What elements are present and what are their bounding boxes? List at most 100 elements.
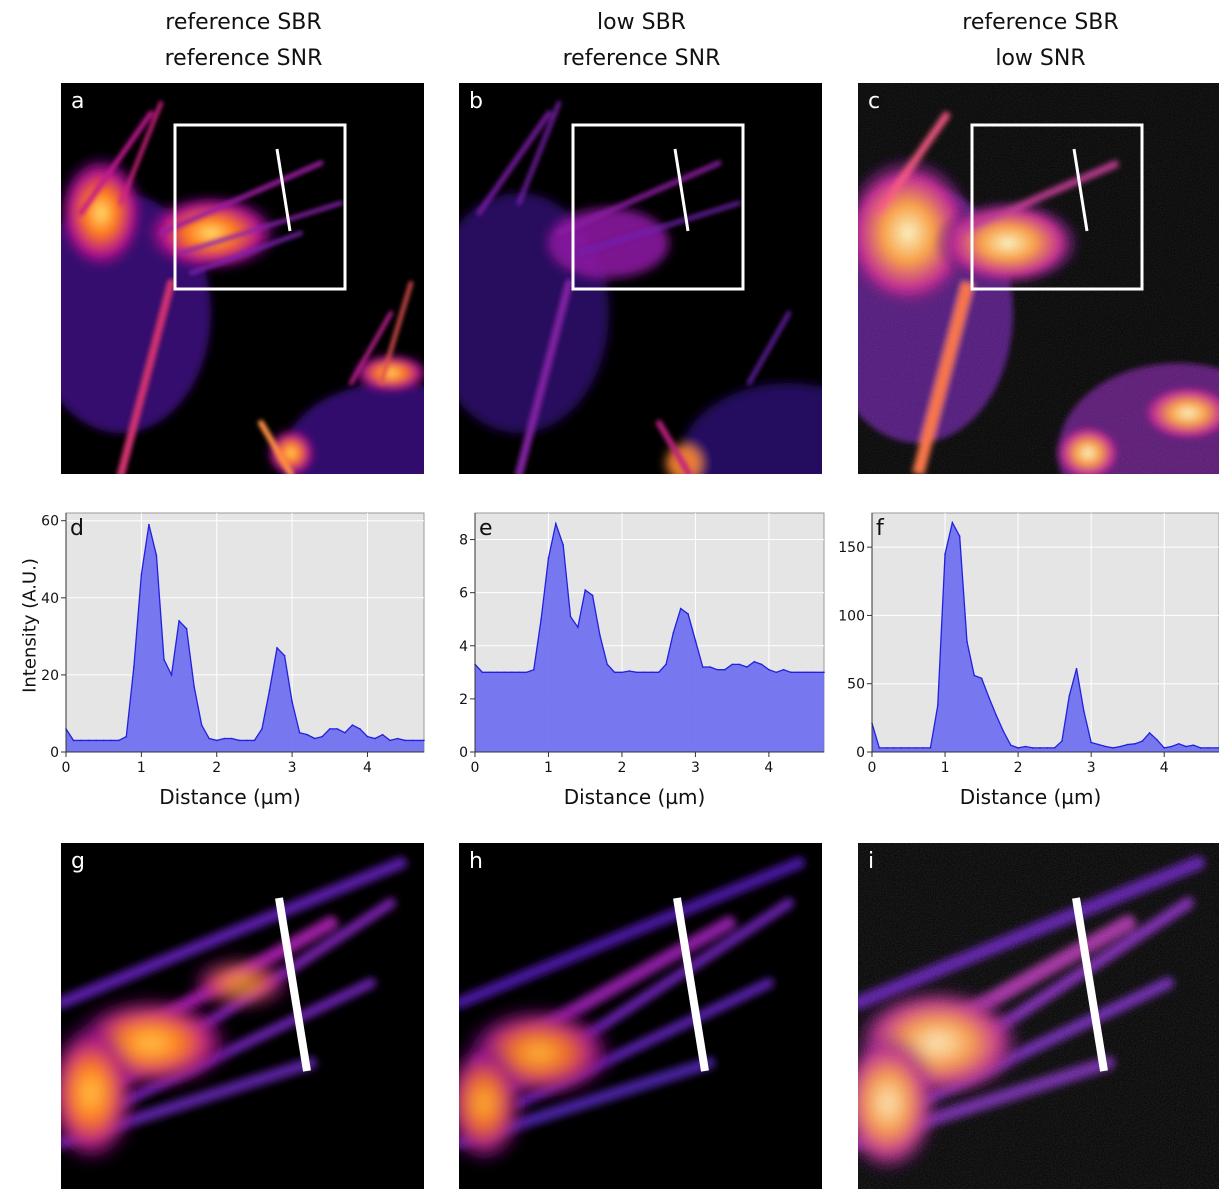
plot-background (65, 512, 425, 753)
x-tick-label: 3 (288, 760, 297, 776)
data-point (200, 724, 203, 726)
data-point (125, 735, 128, 738)
data-point (374, 737, 376, 740)
data-point (344, 731, 346, 734)
data-point (72, 739, 75, 742)
data-point (1017, 747, 1019, 749)
panel-letter-g: g (71, 849, 85, 874)
series-line (474, 521, 824, 674)
y-tick-label: 6 (459, 586, 468, 602)
y-tick-label: 0 (856, 745, 865, 761)
series-area (66, 524, 424, 752)
data-point (1104, 745, 1107, 748)
data-point (366, 735, 369, 738)
data-point (1207, 747, 1209, 749)
zoom-panel-g: g (61, 843, 424, 1189)
data-point (1178, 743, 1180, 745)
data-point (246, 739, 248, 742)
zoom-panel-i: i (858, 843, 1219, 1189)
x-tick-label: 2 (617, 760, 626, 776)
zoom-panel-h: h (459, 843, 822, 1189)
data-point (163, 658, 165, 661)
y-tick-label: 0 (459, 745, 468, 761)
data-point (148, 523, 150, 526)
column-title-3-line2: low SNR (995, 46, 1086, 71)
data-point (321, 735, 324, 738)
data-point (1097, 743, 1100, 746)
data-point (178, 620, 180, 622)
data-point (951, 521, 954, 524)
data-point (958, 535, 961, 538)
micrograph-panel-c: c (858, 83, 1219, 474)
column-title-1: reference SBR reference SNR (61, 5, 426, 77)
column-title-1-line1: reference SBR (165, 10, 322, 35)
data-point (1090, 741, 1092, 744)
data-point (155, 554, 158, 557)
y-tick-label: 60 (41, 514, 59, 530)
micrograph-b-image (459, 83, 822, 474)
data-point (481, 671, 484, 674)
plot-letter: e (479, 516, 493, 541)
micrograph-panel-b: b (459, 83, 822, 474)
data-point (599, 634, 601, 636)
data-point (893, 747, 895, 749)
x-tick-label: 4 (764, 760, 773, 776)
data-point (650, 671, 653, 674)
data-point (995, 714, 997, 716)
data-point (797, 671, 800, 674)
y-tick-label: 100 (838, 608, 865, 624)
data-point (411, 739, 414, 742)
panel-letter-i: i (868, 849, 875, 874)
column-title-2-line1: low SBR (597, 10, 686, 35)
data-point (635, 671, 638, 674)
data-point (381, 733, 384, 736)
column-title-1-line2: reference SNR (164, 46, 323, 71)
data-point (569, 615, 572, 618)
data-point (716, 668, 719, 671)
data-point (215, 739, 218, 742)
data-point (1119, 745, 1122, 748)
data-point (496, 671, 498, 674)
data-point (503, 671, 506, 674)
plot-letter: f (876, 516, 885, 541)
column-title-3-line1: reference SBR (962, 10, 1119, 35)
data-point (672, 631, 675, 634)
data-point (643, 671, 645, 674)
data-point (577, 626, 579, 628)
data-point (95, 739, 97, 742)
data-point (980, 677, 983, 680)
data-point (1024, 745, 1027, 748)
data-point (313, 737, 316, 740)
data-point (518, 671, 520, 674)
data-point (110, 739, 113, 742)
data-point (231, 737, 233, 740)
panel-letter-a: a (71, 89, 85, 114)
data-point (1083, 710, 1085, 712)
data-point (709, 666, 711, 668)
data-point (782, 668, 785, 671)
data-point (621, 671, 623, 674)
column-title-2-line2: reference SNR (562, 46, 721, 71)
data-point (510, 671, 513, 674)
data-point (823, 671, 825, 674)
data-point (790, 671, 792, 674)
data-point (760, 663, 763, 666)
data-point (679, 607, 682, 610)
y-tick-label: 40 (41, 591, 59, 607)
data-point (404, 739, 406, 742)
data-point (253, 739, 256, 742)
data-point (944, 553, 946, 555)
data-point (1031, 747, 1034, 749)
data-point (1185, 745, 1187, 748)
data-point (298, 731, 301, 734)
data-point (915, 747, 917, 749)
data-point (555, 522, 557, 525)
panel-letter-c: c (868, 89, 881, 114)
y-tick-label: 0 (50, 745, 59, 761)
data-point (657, 671, 660, 674)
data-point (1148, 732, 1151, 734)
data-point (306, 733, 308, 736)
data-point (1010, 744, 1012, 746)
data-point (804, 671, 807, 674)
